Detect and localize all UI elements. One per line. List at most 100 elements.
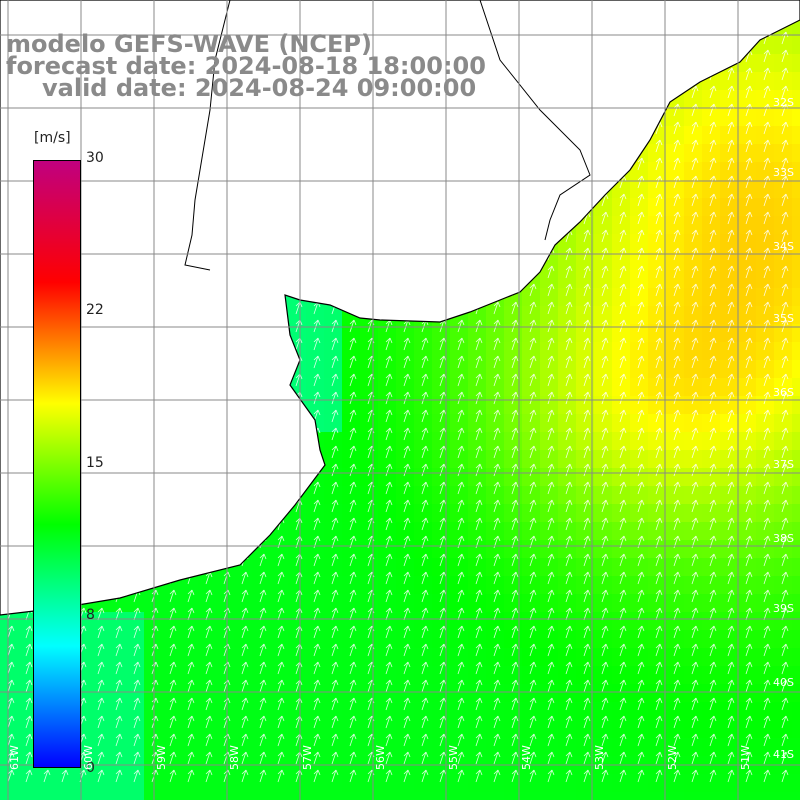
wind-cell: [648, 360, 667, 379]
wind-arrow: [637, 427, 645, 441]
wind-cell: [306, 648, 325, 667]
wind-arrow: [277, 571, 285, 585]
wind-arrow: [493, 355, 501, 369]
wind-arrow: [259, 697, 267, 711]
wind-cell: [306, 792, 325, 800]
wind-cell: [756, 54, 775, 73]
wind-cell: [486, 522, 505, 541]
wind-cell: [108, 666, 127, 685]
wind-cell: [702, 486, 721, 505]
wind-cell: [720, 324, 739, 343]
wind-arrow: [709, 211, 717, 225]
wind-cell: [774, 324, 793, 343]
wind-arrow: [547, 355, 555, 369]
wind-arrow: [781, 517, 789, 531]
wind-arrow: [529, 319, 537, 333]
wind-cell: [90, 684, 109, 703]
wind-arrow: [601, 427, 609, 441]
wind-cell: [702, 612, 721, 631]
wind-cell: [360, 360, 379, 379]
wind-cell: [558, 540, 577, 559]
wind-arrow: [421, 751, 429, 765]
wind-cell: [630, 396, 649, 415]
wind-arrow: [691, 193, 699, 207]
wind-cell: [234, 630, 253, 649]
wind-arrow: [709, 733, 717, 747]
wind-arrow: [691, 319, 699, 333]
wind-arrow: [511, 553, 519, 567]
wind-arrow: [691, 355, 699, 369]
wind-cell: [180, 792, 199, 800]
wind-arrow: [475, 589, 483, 603]
wind-arrow: [529, 625, 537, 639]
wind-arrow: [115, 769, 123, 783]
wind-cell: [540, 702, 559, 721]
wind-cell: [180, 738, 199, 757]
wind-cell: [306, 486, 325, 505]
wind-cell: [468, 774, 487, 793]
wind-arrow: [277, 589, 285, 603]
wind-arrow: [313, 499, 321, 513]
wind-arrow: [727, 409, 735, 423]
wind-arrow: [421, 643, 429, 657]
wind-cell: [396, 540, 415, 559]
wind-cell: [396, 630, 415, 649]
wind-cell: [0, 648, 19, 667]
wind-cell: [666, 576, 685, 595]
wind-cell: [774, 36, 793, 55]
wind-cell: [774, 774, 793, 793]
wind-cell: [720, 72, 739, 91]
wind-arrow: [727, 679, 735, 693]
wind-arrow: [349, 355, 357, 369]
wind-cell: [576, 576, 595, 595]
wind-arrow: [601, 499, 609, 513]
wind-cell: [594, 432, 613, 451]
wind-arrow: [205, 715, 213, 729]
wind-arrow: [403, 571, 411, 585]
wind-arrow: [493, 571, 501, 585]
wind-cell: [594, 702, 613, 721]
wind-cell: [648, 774, 667, 793]
wind-cell: [396, 432, 415, 451]
wind-arrow: [565, 643, 573, 657]
wind-arrow: [349, 625, 357, 639]
wind-arrow: [457, 589, 465, 603]
wind-cell: [0, 666, 19, 685]
wind-cell: [468, 648, 487, 667]
wind-cell: [342, 378, 361, 397]
colorbar-tick-8: 8: [86, 607, 95, 623]
wind-arrow: [475, 733, 483, 747]
wind-cell: [576, 234, 595, 253]
wind-arrow: [709, 337, 717, 351]
wind-arrow: [745, 265, 753, 279]
wind-cell: [162, 666, 181, 685]
wind-cell: [450, 468, 469, 487]
wind-cell: [792, 450, 800, 469]
wind-cell: [792, 108, 800, 127]
wind-cell: [792, 90, 800, 109]
lat-label: 39S: [773, 602, 794, 615]
wind-cell: [18, 774, 37, 793]
wind-arrow: [781, 139, 789, 153]
wind-cell: [666, 558, 685, 577]
wind-cell: [396, 504, 415, 523]
wind-cell: [216, 720, 235, 739]
wind-cell: [774, 126, 793, 145]
wind-arrow: [619, 463, 627, 477]
wind-cell: [612, 342, 631, 361]
wind-arrow: [709, 643, 717, 657]
wind-cell: [324, 414, 343, 433]
wind-cell: [432, 522, 451, 541]
wind-cell: [486, 450, 505, 469]
wind-arrow: [25, 733, 33, 747]
wind-arrow: [133, 769, 141, 783]
wind-cell: [522, 648, 541, 667]
wind-cell: [648, 324, 667, 343]
wind-cell: [612, 738, 631, 757]
wind-cell: [504, 720, 523, 739]
wind-cell: [108, 774, 127, 793]
wind-arrow: [169, 679, 177, 693]
wind-cell: [720, 792, 739, 800]
wind-arrow: [565, 715, 573, 729]
